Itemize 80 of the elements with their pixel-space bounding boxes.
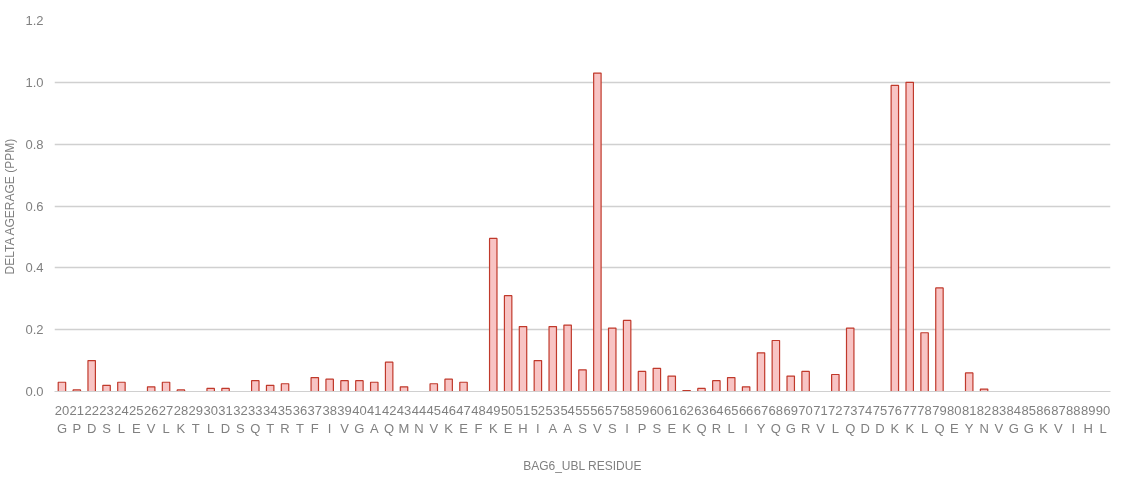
x-tick-label: 20 G [54,402,70,436]
x-tick-label: 87 V [1051,402,1066,436]
x-tick-label: 48 F [471,402,486,436]
x-tick-label: 53 A [545,402,560,436]
y-tick-label: 1.2 [25,13,44,28]
x-tick-label: 56 V [590,402,605,436]
x-tick-label: 66 I [738,402,754,436]
x-tick-label: 52 I [530,402,546,436]
x-tick-label: 84 G [1006,402,1022,436]
x-tick-label: 27 L [158,402,174,436]
x-tick-label: 41 A [367,402,382,436]
x-tick-label: 46 K [441,402,456,436]
y-axis-title: DELTA AGERAGE (PPM) [3,138,18,275]
x-tick-label: 23 S [99,402,114,436]
x-axis-title: BAG6_UBL RESIDUE [523,458,642,473]
x-tick-label: 81 Y [961,402,977,436]
x-tick-label: 90 L [1095,402,1111,436]
x-tick-label: 83 V [991,402,1007,436]
x-tick-label: 55 S [575,402,590,436]
x-tick-label: 22 D [84,402,99,436]
x-tick-label: 60 S [649,402,665,436]
y-tick-label: 0.2 [25,322,44,338]
x-tick-label: 34 T [262,402,278,436]
y-tick-label: 0.8 [25,136,44,152]
y-tick-label: 0.6 [25,198,44,214]
x-tick-label: 68 Q [768,402,784,436]
x-tick-label: 79 Q [932,402,947,436]
x-tick-label: 33 Q [248,402,263,436]
x-tick-label: 26 V [143,402,159,436]
x-tick-label: 65 L [724,402,739,436]
x-tick-label: 50 E [500,402,516,436]
x-tick-label: 54 A [560,402,575,436]
x-tick-label: 76 K [887,402,903,436]
x-tick-label: 40 G [352,402,367,436]
x-tick-label: 32 S [233,402,248,436]
x-tick-label: 36 T [292,402,308,436]
x-tick-label: 24 L [114,402,129,436]
x-tick-label: 61 E [664,402,679,436]
x-tick-label: 29 T [188,402,204,436]
x-tick-label: 42 Q [381,402,397,436]
x-tick-label: 69 G [783,402,798,436]
x-tick-label: 30 L [203,402,218,436]
x-tick-label: 31 D [218,402,233,436]
x-tick-label: 89 H [1080,402,1096,436]
y-tick-label: 0.0 [25,384,44,399]
x-tick-label: 78 L [917,402,932,436]
x-tick-label: 62 K [679,402,694,436]
x-tick-label: 59 P [634,402,650,436]
x-tick-label: 21 P [69,402,85,436]
x-tick-label: 86 K [1036,402,1051,436]
x-tick-label: 72 L [828,402,843,436]
x-tick-label: 28 K [173,402,189,436]
x-tick-label: 64 R [709,402,724,436]
x-tick-label: 44 N [411,402,427,436]
x-tick-label: 74 D [857,402,873,436]
x-tick-label: 63 Q [694,402,709,436]
y-tick-label: 0.4 [25,260,44,276]
x-tick-label: 47 E [456,402,471,436]
x-tick-label: 45 V [426,402,442,436]
x-tick-label: 88 I [1066,402,1081,436]
x-tick-label: 35 R [277,402,293,436]
x-tick-label: 75 D [872,402,888,436]
y-tick-label: 1.0 [25,74,44,90]
x-tick-label: 77 K [902,402,917,436]
x-tick-label: 51 H [515,402,531,436]
x-tick-label: 70 R [798,402,813,436]
x-tick-label: 37 F [307,402,323,436]
x-tick-label: 85 G [1021,402,1036,436]
x-tick-label: 82 N [976,402,992,436]
x-tick-label: 57 S [605,402,620,436]
x-tick-label: 73 Q [842,402,858,436]
x-tick-label: 49 K [486,402,501,436]
x-tick-label: 58 I [619,402,635,436]
x-tick-label: 71 V [813,402,828,436]
x-tick-label: 25 E [129,402,144,436]
x-tick-label: 67 Y [753,402,769,436]
x-tick-label: 43 M [396,402,412,436]
x-tick-label: 80 E [947,402,962,436]
x-tick-label: 38 I [322,402,337,436]
x-tick-label: 39 V [337,402,352,436]
